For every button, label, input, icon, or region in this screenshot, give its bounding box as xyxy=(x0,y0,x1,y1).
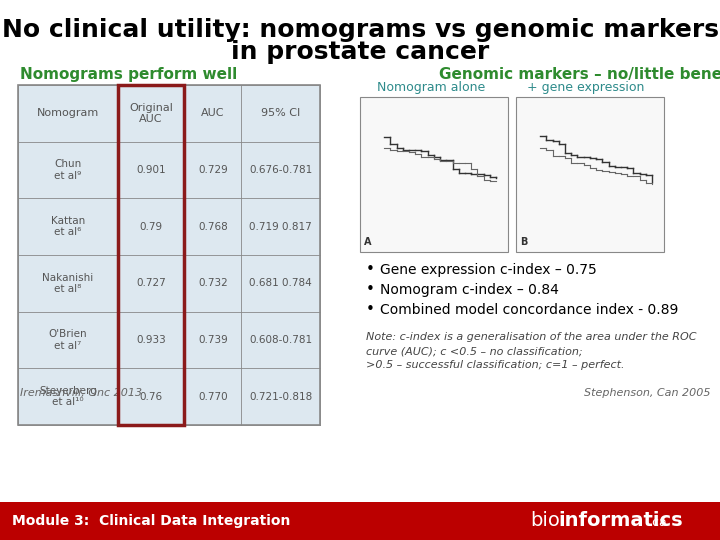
Text: B: B xyxy=(520,237,527,247)
Text: Nakanishi
et al⁸: Nakanishi et al⁸ xyxy=(42,273,94,294)
Text: Kattan
et al⁶: Kattan et al⁶ xyxy=(50,216,85,238)
Text: in prostate cancer: in prostate cancer xyxy=(231,40,489,64)
Text: Note: c-index is a generalisation of the area under the ROC
curve (AUC); c <0.5 : Note: c-index is a generalisation of the… xyxy=(366,332,696,370)
Text: Module 3:  Clinical Data Integration: Module 3: Clinical Data Integration xyxy=(12,514,290,528)
Text: 0.719 0.817: 0.719 0.817 xyxy=(249,221,312,232)
Text: Iremashvili, Onc 2013: Iremashvili, Onc 2013 xyxy=(20,388,142,398)
Text: •: • xyxy=(366,282,375,298)
Text: Nomogram c-index – 0.84: Nomogram c-index – 0.84 xyxy=(380,283,559,297)
Text: 0.608-0.781: 0.608-0.781 xyxy=(249,335,312,345)
Text: informatics: informatics xyxy=(558,511,683,530)
Bar xyxy=(0,502,720,540)
Text: Nomograms perform well: Nomograms perform well xyxy=(20,66,238,82)
Text: Original
AUC: Original AUC xyxy=(129,103,173,124)
Text: Genomic markers – no/little benefit: Genomic markers – no/little benefit xyxy=(439,66,720,82)
Text: •: • xyxy=(366,262,375,278)
Text: 0.729: 0.729 xyxy=(198,165,228,175)
Bar xyxy=(360,97,508,252)
Text: 0.76: 0.76 xyxy=(139,392,163,402)
Text: 0.901: 0.901 xyxy=(136,165,166,175)
Text: No clinical utility: nomograms vs genomic markers: No clinical utility: nomograms vs genomi… xyxy=(1,18,719,42)
Text: 95% CI: 95% CI xyxy=(261,109,300,118)
Text: bio: bio xyxy=(530,511,560,530)
Text: 0.681 0.784: 0.681 0.784 xyxy=(249,278,312,288)
Text: .ca: .ca xyxy=(649,516,667,530)
Text: Nomogram: Nomogram xyxy=(37,109,99,118)
Text: 0.721-0.818: 0.721-0.818 xyxy=(249,392,312,402)
Text: 0.933: 0.933 xyxy=(136,335,166,345)
Text: + gene expression: + gene expression xyxy=(527,80,644,93)
Text: Steyerberg
et al¹⁰: Steyerberg et al¹⁰ xyxy=(39,386,96,408)
Text: AUC: AUC xyxy=(201,109,225,118)
Text: Chun
et al⁹: Chun et al⁹ xyxy=(54,159,81,181)
Text: •: • xyxy=(366,302,375,318)
Text: 0.732: 0.732 xyxy=(198,278,228,288)
Text: 0.79: 0.79 xyxy=(139,221,163,232)
Text: 0.770: 0.770 xyxy=(198,392,228,402)
Bar xyxy=(516,97,664,252)
Text: 0.676-0.781: 0.676-0.781 xyxy=(249,165,312,175)
Text: 0.739: 0.739 xyxy=(198,335,228,345)
Text: Nomogram alone: Nomogram alone xyxy=(377,80,485,93)
Text: 0.727: 0.727 xyxy=(136,278,166,288)
Bar xyxy=(117,85,184,425)
Text: Combined model concordance index - 0.89: Combined model concordance index - 0.89 xyxy=(380,303,678,317)
Text: 0.768: 0.768 xyxy=(198,221,228,232)
Text: A: A xyxy=(364,237,372,247)
Text: Stephenson, Can 2005: Stephenson, Can 2005 xyxy=(583,388,710,398)
Bar xyxy=(18,85,320,425)
Text: Gene expression c-index – 0.75: Gene expression c-index – 0.75 xyxy=(380,263,597,277)
Text: O'Brien
et al⁷: O'Brien et al⁷ xyxy=(48,329,87,351)
